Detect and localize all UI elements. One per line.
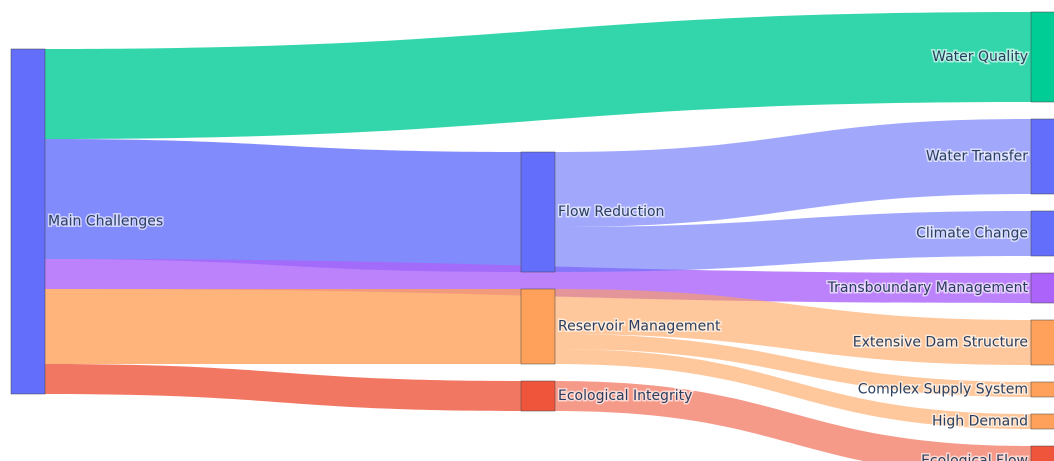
node-label: Ecological Flow — [921, 453, 1028, 461]
link — [45, 364, 521, 411]
node-label: Water Transfer — [926, 149, 1028, 165]
node — [1030, 381, 1054, 398]
node — [1030, 445, 1054, 461]
node-label: Complex Supply System — [858, 382, 1028, 398]
link — [45, 12, 1031, 139]
node-label: Reservoir Management — [558, 319, 721, 335]
node — [520, 151, 556, 273]
link — [555, 349, 1031, 429]
node-label: Extensive Dam Structure — [853, 335, 1028, 351]
link — [555, 381, 1031, 461]
node — [1030, 210, 1054, 257]
node — [1030, 118, 1054, 195]
node — [10, 48, 46, 395]
link — [45, 259, 1031, 303]
node-label: Transboundary Management — [827, 280, 1029, 296]
node-label: High Demand — [932, 414, 1028, 430]
node-label: Water Quality — [932, 49, 1028, 65]
node — [520, 380, 556, 412]
node — [1030, 319, 1054, 366]
link — [45, 289, 521, 364]
node-label: Flow Reduction — [558, 204, 664, 220]
link — [555, 289, 1031, 365]
node — [1030, 11, 1054, 103]
link — [555, 334, 1031, 397]
node-label: Ecological Integrity — [558, 388, 692, 404]
node — [1030, 413, 1054, 430]
link — [45, 139, 521, 272]
link — [555, 211, 1031, 272]
link — [555, 119, 1031, 227]
node — [1030, 272, 1054, 304]
node-label: Main Challenges — [48, 214, 163, 230]
node — [520, 288, 556, 365]
node-label: Climate Change — [916, 226, 1028, 242]
